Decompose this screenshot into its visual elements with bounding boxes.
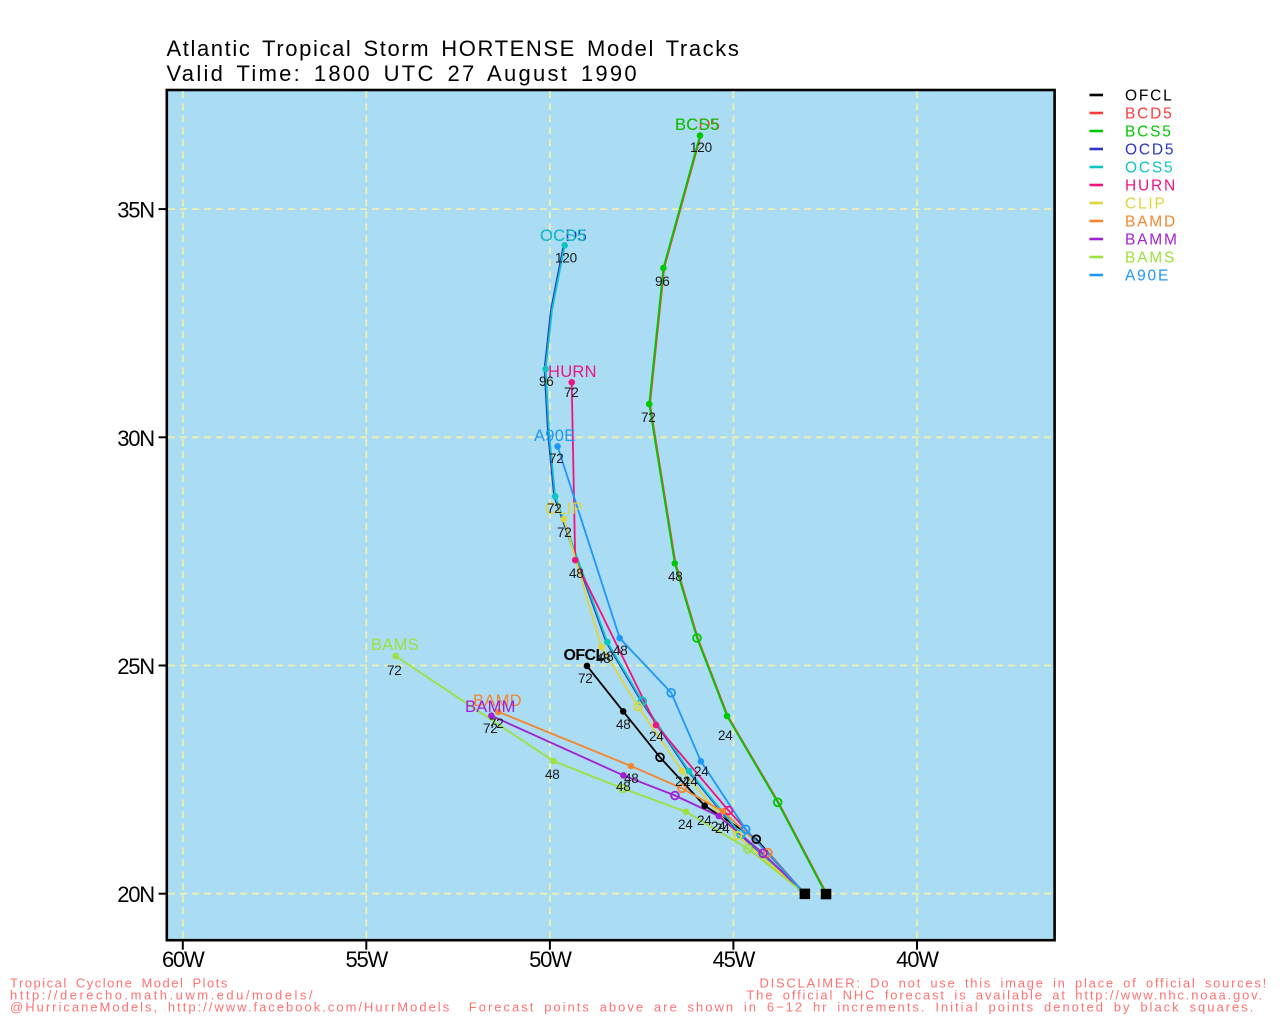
svg-text:BAMM: BAMM — [465, 698, 516, 716]
svg-text:30N: 30N — [117, 426, 154, 451]
svg-text:BCD5: BCD5 — [1125, 106, 1174, 123]
svg-text:BAMM: BAMM — [1125, 232, 1179, 249]
svg-text:96: 96 — [655, 274, 670, 289]
svg-text:72: 72 — [578, 671, 593, 686]
svg-text:24: 24 — [711, 819, 726, 834]
svg-text:OCD5: OCD5 — [1125, 142, 1175, 159]
svg-text:48: 48 — [596, 651, 611, 666]
svg-text:48: 48 — [599, 649, 614, 664]
svg-text:72: 72 — [387, 663, 402, 678]
svg-text:BAMD: BAMD — [1125, 214, 1177, 231]
svg-text:50W: 50W — [529, 947, 572, 972]
svg-text:120: 120 — [555, 251, 577, 266]
svg-text:35N: 35N — [117, 198, 154, 223]
svg-text:72: 72 — [489, 716, 504, 731]
svg-text:72: 72 — [549, 451, 564, 466]
svg-text:DISCLAIMER: Do not use this im: DISCLAIMER: Do not use this image in pla… — [759, 976, 1268, 991]
svg-text:24: 24 — [694, 764, 709, 779]
svg-text:120: 120 — [690, 140, 712, 155]
svg-text:96: 96 — [539, 374, 554, 389]
svg-text:40W: 40W — [896, 947, 939, 972]
svg-text:24: 24 — [678, 817, 693, 832]
svg-text:24: 24 — [718, 728, 733, 743]
svg-text:48: 48 — [668, 569, 683, 584]
svg-text:45W: 45W — [713, 947, 756, 972]
svg-text:HURN: HURN — [548, 363, 597, 381]
svg-text:24: 24 — [697, 813, 712, 828]
svg-text:OFCL: OFCL — [1125, 88, 1174, 105]
svg-text:55W: 55W — [345, 947, 388, 972]
svg-text:@HurricaneModels, http://www.f: @HurricaneModels, http://www.facebook.co… — [10, 1000, 1255, 1015]
svg-text:Tropical Cyclone Model Plots: Tropical Cyclone Model Plots — [10, 976, 229, 991]
svg-text:72: 72 — [547, 501, 562, 516]
svg-text:25N: 25N — [117, 654, 154, 679]
svg-text:24: 24 — [683, 774, 698, 789]
svg-text:OCD5: OCD5 — [540, 227, 587, 245]
svg-text:72: 72 — [557, 525, 572, 540]
svg-text:24: 24 — [715, 821, 730, 836]
svg-text:72: 72 — [483, 721, 498, 736]
svg-text:http://derecho.math.uwm.edu/mo: http://derecho.math.uwm.edu/models/ — [10, 988, 315, 1003]
svg-text:24: 24 — [675, 774, 690, 789]
svg-text:OCS5: OCS5 — [540, 227, 586, 245]
svg-text:BCS5: BCS5 — [1125, 124, 1173, 141]
svg-text:OFCL: OFCL — [564, 647, 606, 664]
svg-text:48: 48 — [616, 779, 631, 794]
svg-text:BAMD: BAMD — [473, 692, 522, 710]
svg-text:48: 48 — [613, 643, 628, 658]
svg-text:BAMS: BAMS — [371, 636, 419, 654]
svg-text:72: 72 — [564, 385, 579, 400]
svg-text:48: 48 — [569, 566, 584, 581]
svg-text:A90E: A90E — [534, 427, 576, 445]
svg-text:HURN: HURN — [1125, 178, 1177, 195]
svg-text:24: 24 — [649, 729, 664, 744]
svg-text:60W: 60W — [162, 947, 205, 972]
svg-text:BAMS: BAMS — [1125, 250, 1176, 267]
svg-text:Valid Time: 1800 UTC 27 August: Valid Time: 1800 UTC 27 August 1990 — [167, 61, 639, 86]
svg-text:Atlantic Tropical Storm HORTEN: Atlantic Tropical Storm HORTENSE Model T… — [167, 36, 741, 61]
svg-text:A90E: A90E — [1125, 268, 1170, 285]
svg-text:20N: 20N — [117, 882, 154, 907]
svg-text:BCS5: BCS5 — [675, 116, 719, 134]
svg-text:BCD5: BCD5 — [675, 116, 720, 134]
svg-text:48: 48 — [545, 767, 560, 782]
svg-text:The official NHC forecast is a: The official NHC forecast is available a… — [746, 988, 1264, 1003]
svg-text:CLIP: CLIP — [545, 500, 583, 518]
svg-text:48: 48 — [624, 771, 639, 786]
svg-text:CLIP: CLIP — [1125, 196, 1167, 213]
svg-text:48: 48 — [616, 717, 631, 732]
svg-text:72: 72 — [641, 410, 656, 425]
svg-text:OCS5: OCS5 — [1125, 160, 1174, 177]
